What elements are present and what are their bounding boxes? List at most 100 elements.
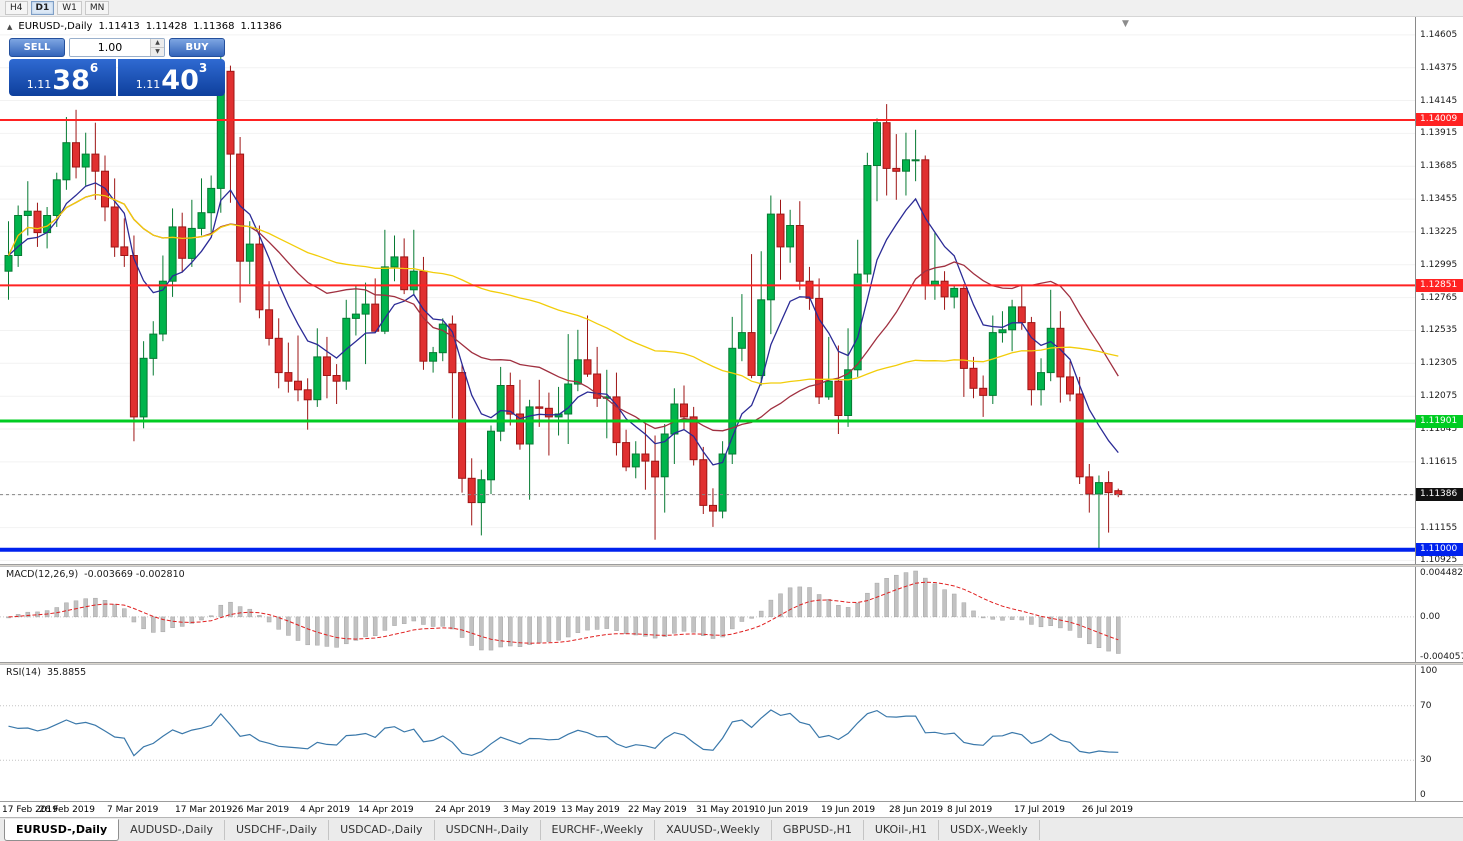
date-axis-label: 3 May 2019 bbox=[503, 805, 556, 815]
volume-down-button[interactable]: ▼ bbox=[151, 48, 164, 56]
price-scale-label: 1.12995 bbox=[1420, 260, 1458, 270]
ohlc-close-value: 1.11386 bbox=[240, 21, 282, 32]
macd-scale-label: -0.004057 bbox=[1420, 652, 1463, 662]
buy-button[interactable]: BUY bbox=[169, 38, 225, 57]
date-axis-label: 8 Jul 2019 bbox=[947, 805, 993, 815]
sell-price-pipette: 6 bbox=[89, 61, 99, 75]
date-axis-label: 26 Jul 2019 bbox=[1082, 805, 1133, 815]
price-scale-label: 1.14375 bbox=[1420, 63, 1458, 73]
date-axis-label: 13 May 2019 bbox=[561, 805, 620, 815]
date-axis-label: 10 Jun 2019 bbox=[754, 805, 809, 815]
sell-button[interactable]: SELL bbox=[9, 38, 65, 57]
chart-tab-usdcnh[interactable]: USDCNH-,Daily bbox=[435, 820, 541, 840]
rsi-label: RSI(14) 35.8855 bbox=[6, 667, 86, 678]
sell-price-prefix: 1.11 bbox=[26, 78, 52, 91]
price-scale-label: 1.12535 bbox=[1420, 325, 1458, 335]
hline-price-badge: 1.11000 bbox=[1416, 543, 1463, 556]
one-click-panel-toggle-icon[interactable]: ▲ bbox=[7, 22, 13, 31]
chart-tab-usdchf[interactable]: USDCHF-,Daily bbox=[225, 820, 330, 840]
rsi-scale-label: 0 bbox=[1420, 790, 1426, 800]
chart-symbol-label: EURUSD-,Daily bbox=[18, 21, 93, 32]
chart-shift-marker-icon[interactable]: ▼ bbox=[1122, 19, 1129, 29]
hline-price-badge: 1.14009 bbox=[1416, 113, 1463, 126]
rsi-scale-label: 70 bbox=[1420, 701, 1432, 711]
period-button-d1[interactable]: D1 bbox=[30, 1, 55, 15]
price-scale-label: 1.13455 bbox=[1420, 194, 1458, 204]
date-axis-label: 24 Apr 2019 bbox=[435, 805, 491, 815]
chart-tab-audusd[interactable]: AUDUSD-,Daily bbox=[119, 820, 225, 840]
rsi-value: 35.8855 bbox=[46, 667, 87, 678]
price-scale[interactable]: 1.109251.111551.113851.116151.118451.120… bbox=[1415, 17, 1463, 564]
period-button-mn[interactable]: MN bbox=[84, 1, 110, 15]
period-button-h4[interactable]: H4 bbox=[5, 1, 28, 15]
macd-scale-label: 0.00 bbox=[1420, 612, 1441, 622]
period-button-w1[interactable]: W1 bbox=[57, 1, 82, 15]
macd-name: MACD(12,26,9) bbox=[6, 569, 79, 580]
chart-tab-bar: EURUSD-,Daily AUDUSD-,Daily USDCHF-,Daily U… bbox=[0, 817, 1463, 841]
volume-up-button[interactable]: ▲ bbox=[151, 39, 164, 48]
ohlc-high-value: 1.11428 bbox=[145, 21, 188, 32]
price-scale-label: 1.10925 bbox=[1420, 555, 1458, 564]
price-scale-label: 1.11845 bbox=[1420, 424, 1458, 434]
macd-panel: MACD(12,26,9) -0.003669 -0.002810 0.0044… bbox=[0, 567, 1463, 662]
ohlc-info-line: ▲ EURUSD-,Daily 1.11413 1.11428 1.11368 … bbox=[7, 21, 282, 32]
macd-scale: 0.004482 0.00 -0.004057 bbox=[1415, 567, 1463, 662]
buy-price-prefix: 1.11 bbox=[135, 78, 161, 91]
date-axis-label: 19 Jun 2019 bbox=[821, 805, 876, 815]
price-scale-label: 1.12305 bbox=[1420, 358, 1458, 368]
chart-tab-xauusd[interactable]: XAUUSD-,Weekly bbox=[655, 820, 772, 840]
rsi-chart-area[interactable]: RSI(14) 35.8855 bbox=[0, 665, 1415, 801]
date-axis-label: 7 Mar 2019 bbox=[107, 805, 159, 815]
rsi-scale-label: 100 bbox=[1420, 666, 1438, 676]
rsi-scale-label: 30 bbox=[1420, 755, 1432, 765]
price-scale-label: 1.14605 bbox=[1420, 30, 1458, 40]
chart-tab-gbpusd[interactable]: GBPUSD-,H1 bbox=[772, 820, 864, 840]
buy-price-display[interactable]: 1.11 40 3 bbox=[118, 59, 225, 96]
date-axis-label: 22 May 2019 bbox=[628, 805, 687, 815]
candlestick-svg[interactable] bbox=[0, 17, 1415, 564]
date-axis-label: 28 Jun 2019 bbox=[889, 805, 944, 815]
ohlc-low-value: 1.11368 bbox=[193, 21, 235, 32]
sell-price-display[interactable]: 1.11 38 6 bbox=[9, 59, 116, 96]
date-axis-label: 4 Apr 2019 bbox=[300, 805, 350, 815]
chart-tab-usdcad[interactable]: USDCAD-,Daily bbox=[329, 820, 435, 840]
date-axis-label: 17 Mar 2019 bbox=[175, 805, 233, 815]
price-scale-label: 1.11615 bbox=[1420, 457, 1458, 467]
date-axis-label: 26 Mar 2019 bbox=[232, 805, 290, 815]
macd-values: -0.003669 -0.002810 bbox=[84, 569, 185, 580]
chart-tab-usdx[interactable]: USDX-,Weekly bbox=[939, 820, 1040, 840]
date-axis-label: 26 Feb 2019 bbox=[39, 805, 96, 815]
rsi-panel-splitter[interactable] bbox=[0, 662, 1463, 665]
rsi-svg[interactable] bbox=[0, 665, 1415, 801]
macd-chart-area[interactable]: MACD(12,26,9) -0.003669 -0.002810 bbox=[0, 567, 1415, 662]
date-axis-label: 17 Feb 2019 bbox=[2, 805, 59, 815]
macd-panel-splitter[interactable] bbox=[0, 564, 1463, 567]
price-scale-label: 1.14145 bbox=[1420, 96, 1458, 106]
sell-price-big-digits: 38 bbox=[52, 65, 90, 96]
rsi-name: RSI(14) bbox=[6, 667, 41, 678]
buy-price-big-digits: 40 bbox=[161, 65, 199, 96]
date-axis-label: 31 May 2019 bbox=[696, 805, 755, 815]
macd-scale-label: 0.004482 bbox=[1420, 568, 1463, 578]
hline-price-badge: 1.11901 bbox=[1416, 415, 1463, 428]
price-scale-label: 1.13685 bbox=[1420, 161, 1458, 171]
price-scale-label: 1.13915 bbox=[1420, 128, 1458, 138]
main-chart-panel: ▲ EURUSD-,Daily 1.11413 1.11428 1.11368 … bbox=[0, 17, 1463, 564]
volume-stepper: ▲ ▼ bbox=[69, 38, 165, 57]
chart-tab-eurchf[interactable]: EURCHF-,Weekly bbox=[541, 820, 656, 840]
candlestick-chart-area[interactable]: ▲ EURUSD-,Daily 1.11413 1.11428 1.11368 … bbox=[0, 17, 1415, 564]
one-click-trading-panel: SELL ▲ ▼ BUY 1.11386 1.114 bbox=[9, 38, 225, 96]
hline-price-badge: 1.12851 bbox=[1416, 279, 1463, 292]
macd-svg[interactable] bbox=[0, 567, 1415, 662]
ohlc-open-value: 1.11413 bbox=[98, 21, 140, 32]
rsi-panel: RSI(14) 35.8855 100 70 30 0 bbox=[0, 665, 1463, 801]
chart-tab-eurusd[interactable]: EURUSD-,Daily bbox=[4, 819, 120, 841]
chart-tab-ukoil[interactable]: UKOil-,H1 bbox=[864, 820, 940, 840]
date-axis-label: 17 Jul 2019 bbox=[1014, 805, 1065, 815]
volume-input[interactable] bbox=[70, 39, 150, 56]
macd-label: MACD(12,26,9) -0.003669 -0.002810 bbox=[6, 569, 185, 580]
price-scale-label: 1.11155 bbox=[1420, 523, 1458, 533]
time-scale[interactable]: 17 Feb 2019 26 Feb 2019 7 Mar 2019 17 Mar 2… bbox=[0, 801, 1463, 817]
price-scale-label: 1.12075 bbox=[1420, 391, 1458, 401]
